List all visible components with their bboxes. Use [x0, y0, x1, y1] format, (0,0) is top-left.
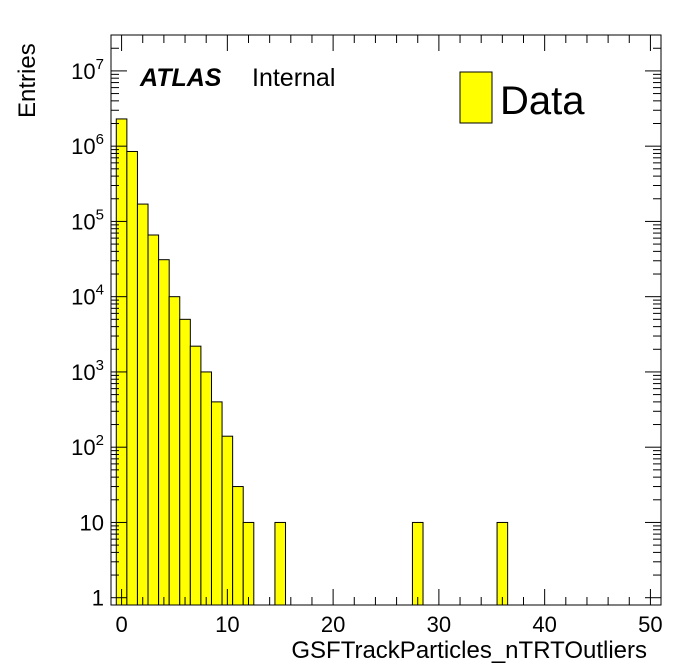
- x-tick-label: 0: [115, 612, 127, 637]
- legend-label: Data: [500, 79, 585, 123]
- plot-frame: [110, 34, 662, 606]
- x-tick-labels: 0 10 20 30 40 50: [115, 612, 662, 637]
- x-tick-label: 50: [638, 612, 662, 637]
- y-tick-labels: 1 10 102 103 104 105 106 107: [71, 56, 104, 611]
- y-tick-label: 10: [80, 510, 104, 535]
- y-axis-title: Entries: [14, 43, 41, 118]
- histogram-bar: [200, 371, 212, 606]
- histogram-bar: [179, 318, 191, 606]
- histogram-bar: [411, 521, 424, 606]
- y-tick-label: 106: [71, 131, 104, 159]
- x-tick-label: 30: [427, 612, 451, 637]
- y-tick-label: 1: [92, 586, 104, 611]
- y-tick-label: 105: [71, 206, 104, 234]
- histogram-bar: [274, 521, 287, 606]
- atlas-label: ATLAS Internal: [139, 64, 335, 92]
- axis-ticks: [111, 34, 661, 605]
- x-axis-title: GSFTrackParticles_nTRTOutliers: [291, 637, 647, 664]
- histogram-bar: [168, 296, 181, 606]
- legend-swatch: [459, 71, 493, 124]
- y-tick-label: 107: [71, 56, 104, 84]
- histogram-bar: [136, 203, 149, 606]
- x-tick-label: 10: [215, 612, 239, 637]
- histogram-bar: [147, 234, 160, 606]
- x-tick-label: 40: [532, 612, 556, 637]
- atlas-label-bold: ATLAS: [139, 64, 222, 92]
- y-tick-label: 103: [71, 357, 104, 385]
- y-tick-label: 104: [71, 282, 104, 310]
- histogram-bar: [189, 345, 202, 606]
- histogram-bar: [242, 521, 255, 606]
- atlas-label-internal: Internal: [252, 64, 335, 92]
- histogram-bars: [115, 118, 509, 606]
- histogram-bar: [496, 521, 509, 606]
- histogram-bar: [221, 435, 234, 606]
- histogram-bar: [115, 118, 128, 606]
- histogram-bar: [232, 486, 244, 606]
- histogram-bar: [210, 401, 223, 606]
- x-tick-label: 20: [321, 612, 345, 637]
- legend: Data: [459, 71, 585, 124]
- histogram-bar: [158, 259, 170, 606]
- histogram-bar: [126, 150, 138, 606]
- y-tick-label: 102: [71, 432, 104, 460]
